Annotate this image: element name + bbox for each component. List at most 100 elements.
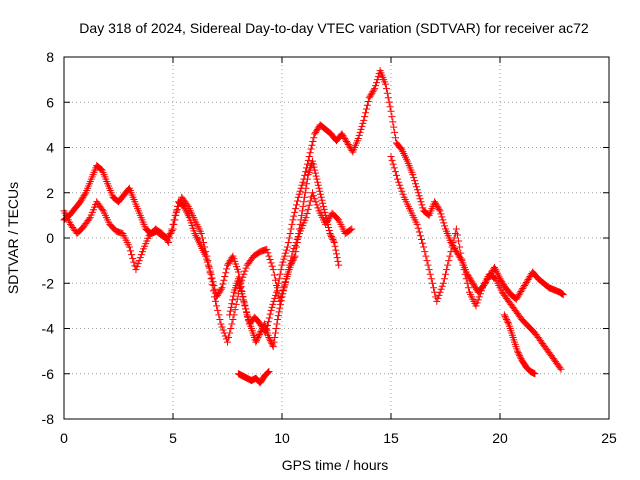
data-point [497,276,505,284]
data-point [298,207,306,215]
data-point [419,239,427,247]
data-point [331,242,339,250]
data-point [415,228,423,236]
data-point [425,266,433,274]
data-point [167,229,175,237]
data-point [295,225,303,233]
data-point [305,153,313,161]
data-point [287,225,295,233]
data-point [271,294,279,302]
data-point [436,288,444,296]
data-point [514,292,522,300]
data-point [442,270,449,278]
data-point [433,202,441,210]
data-point [341,134,349,142]
data-point [269,266,277,274]
data-point [503,317,511,325]
data-point [234,268,242,276]
data-point [333,250,340,258]
data-point [285,234,293,242]
data-point [215,311,223,319]
data-point [275,275,283,283]
data-point [373,76,381,84]
data-point [303,209,311,217]
data-point [236,281,244,289]
data-point [277,297,285,305]
data-point [310,163,318,171]
data-point [397,145,405,153]
data-point [559,291,567,299]
data-point [289,216,297,224]
data-point [308,141,316,149]
data-point [296,220,304,228]
data-point [226,257,234,265]
data-point [265,367,273,375]
data-point [374,73,382,81]
data-point [474,296,482,304]
data-point [382,85,390,93]
data-point [267,306,275,314]
data-point [472,302,480,310]
data-point [242,308,250,316]
data-point [271,276,279,284]
data-point [290,254,298,262]
data-point [269,300,277,308]
data-point [361,113,369,121]
data-point [430,284,438,292]
data-point [176,199,184,207]
data-point [354,134,362,142]
data-point [97,165,105,173]
data-point [202,248,210,256]
data-point [477,287,485,295]
data-point [98,205,106,213]
data-point [204,257,212,265]
data-point [364,97,372,105]
data-point [516,353,524,361]
y-axis-label: SDTVAR / TECUs [5,182,21,294]
y-tick-label: -8 [42,411,55,427]
data-point [344,140,352,148]
data-point [283,246,291,254]
chart-title: Day 318 of 2024, Sidereal Day-to-day VTE… [79,20,589,36]
data-point [165,239,173,247]
data-point [338,130,346,138]
data-point [422,252,430,260]
series-track-6 [234,367,273,387]
data-point [323,217,331,225]
data-point [455,237,463,245]
data-point [476,290,484,298]
data-point [257,328,265,336]
data-point [293,197,301,205]
data-point [443,266,451,274]
data-points [60,67,567,387]
data-point [347,226,355,234]
data-point [306,197,314,205]
data-point [295,229,303,237]
data-point [312,172,320,180]
data-point [273,320,281,328]
data-point [320,205,328,213]
data-point [227,303,235,311]
series-track-5 [500,311,539,378]
data-point [420,243,428,251]
data-point [518,286,526,294]
data-point [503,315,511,323]
data-point [213,302,221,310]
data-point [268,262,276,270]
data-point [418,236,426,244]
data-point [444,261,452,269]
data-point [214,306,222,314]
data-point [324,220,332,228]
y-tick-label: -2 [42,275,55,291]
data-point [225,258,233,266]
data-point [412,183,420,191]
data-point [521,280,529,288]
data-point [210,282,218,290]
data-point [264,249,272,257]
data-point [169,220,177,228]
data-point [277,300,285,308]
data-point [419,204,427,212]
data-point [463,279,471,287]
data-point [451,246,459,254]
